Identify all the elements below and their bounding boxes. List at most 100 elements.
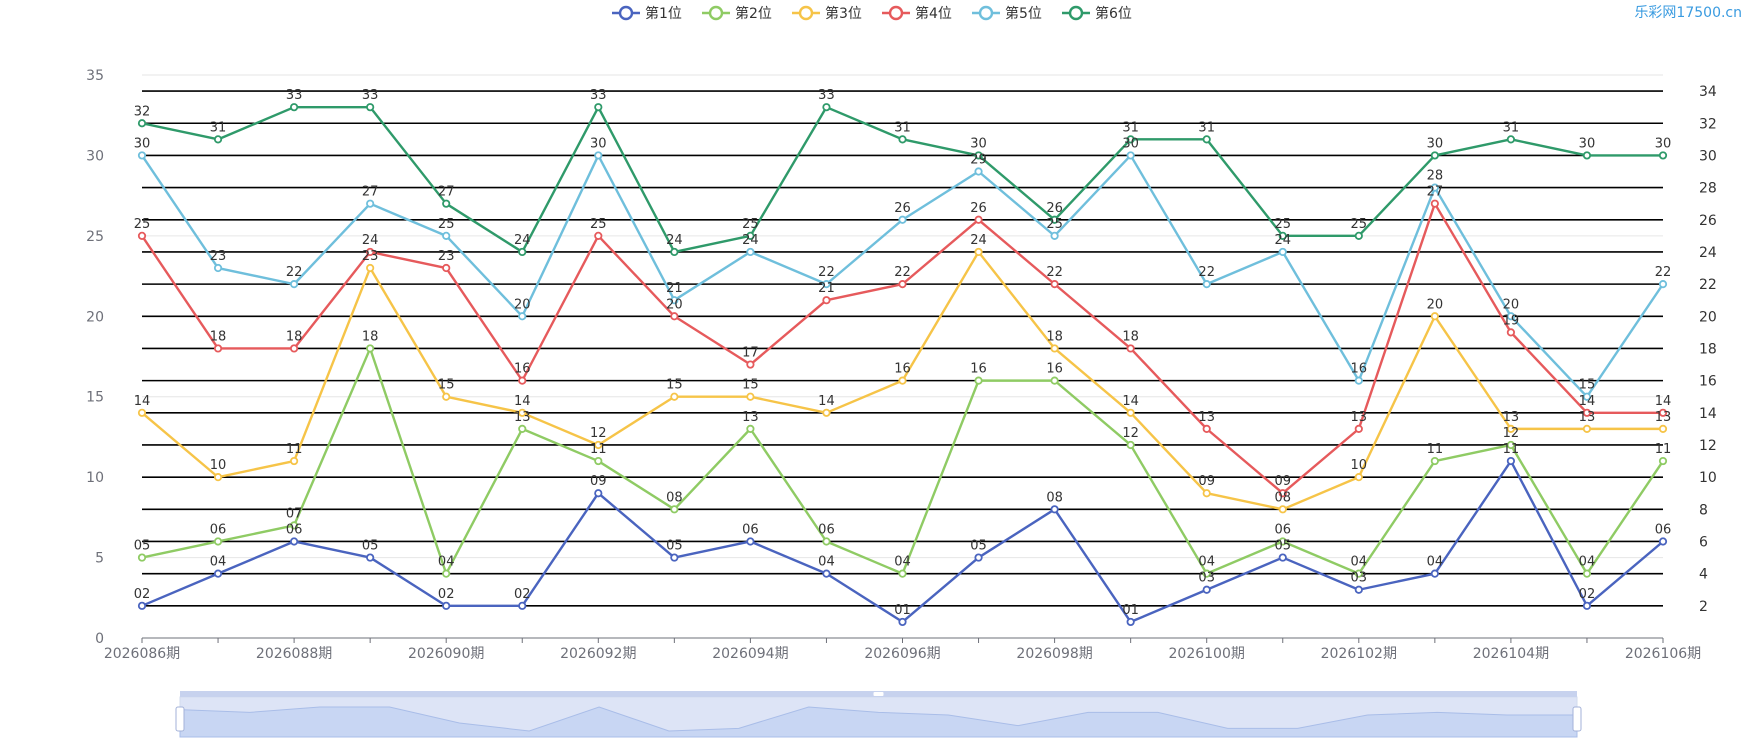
data-label: 28 <box>1427 169 1444 184</box>
right-tick-label: 32 <box>1699 116 1717 132</box>
data-point <box>822 569 831 578</box>
data-point <box>670 247 679 257</box>
data-point <box>137 553 147 562</box>
data-label: 15 <box>438 378 455 393</box>
right-tick-label: 34 <box>1699 84 1717 100</box>
data-point <box>822 103 831 112</box>
data-label: 12 <box>1122 426 1139 441</box>
data-label: 18 <box>1046 329 1063 344</box>
data-point <box>670 553 679 562</box>
data-label: 25 <box>742 217 759 232</box>
data-label: 32 <box>134 104 151 119</box>
data-label: 26 <box>970 201 987 216</box>
data-label: 02 <box>438 587 455 602</box>
data-point <box>1430 151 1439 160</box>
data-point <box>1126 617 1135 627</box>
data-label: 13 <box>514 410 531 425</box>
legend-item-4: 第4位 <box>882 5 952 22</box>
data-label: 25 <box>1274 217 1291 232</box>
data-point <box>442 231 451 240</box>
data-label: 13 <box>1579 410 1596 425</box>
left-y-axis: 0 5 10 15 20 25 30 35 <box>86 68 104 647</box>
data-point <box>594 231 603 240</box>
data-point <box>1050 231 1059 240</box>
data-point <box>822 408 831 417</box>
datazoom-slider[interactable] <box>175 691 1582 738</box>
data-point <box>1582 408 1592 417</box>
data-point <box>289 456 299 466</box>
data-label: 29 <box>970 153 987 168</box>
data-label: 01 <box>1122 603 1139 618</box>
data-point <box>1354 424 1363 433</box>
data-label: 22 <box>286 265 303 280</box>
data-point <box>746 424 755 433</box>
data-point <box>518 376 527 385</box>
data-point <box>213 135 223 144</box>
data-point <box>1278 537 1287 546</box>
data-label: 21 <box>666 281 683 296</box>
data-label: 31 <box>1503 120 1520 135</box>
data-point <box>442 569 451 578</box>
data-label: 27 <box>362 185 379 200</box>
data-point <box>1126 440 1135 450</box>
legend-label: 第1位 <box>645 5 682 22</box>
data-label: 33 <box>362 88 379 103</box>
data-label: 16 <box>514 362 531 377</box>
slider-right-handle <box>1572 706 1582 732</box>
right-tick-label: 18 <box>1699 341 1717 357</box>
data-label: 33 <box>590 88 607 103</box>
data-label: 23 <box>438 249 455 264</box>
data-label: 26 <box>1046 201 1063 216</box>
data-point <box>594 440 603 450</box>
left-tick-label: 0 <box>95 631 104 647</box>
data-point <box>366 103 375 112</box>
data-point <box>1278 489 1287 498</box>
left-tick-label: 35 <box>86 68 104 84</box>
data-point <box>366 263 375 273</box>
data-point <box>1202 569 1211 578</box>
data-label: 06 <box>818 522 835 537</box>
data-label: 04 <box>1579 555 1596 570</box>
data-point <box>974 376 983 385</box>
site-watermark: 乐彩网17500.cn <box>1634 5 1742 21</box>
data-point <box>898 135 907 144</box>
data-label: 14 <box>514 394 531 409</box>
data-point <box>213 537 223 546</box>
data-point <box>822 537 831 546</box>
data-label: 24 <box>514 233 531 248</box>
data-label: 05 <box>1274 539 1291 554</box>
data-point <box>594 103 603 112</box>
data-label: 13 <box>1351 410 1368 425</box>
data-label: 09 <box>1198 474 1215 489</box>
data-label: 14 <box>134 394 151 409</box>
data-point <box>213 569 223 578</box>
data-label: 25 <box>1351 217 1368 232</box>
data-point <box>670 312 679 321</box>
data-point <box>1202 489 1211 498</box>
data-point <box>1506 456 1516 466</box>
data-label: 24 <box>742 233 759 248</box>
legend-swatch-icon <box>978 5 994 21</box>
data-label: 16 <box>1046 362 1063 377</box>
x-tick-label: 2026096期 <box>864 646 940 662</box>
data-point <box>442 199 451 208</box>
data-label: 33 <box>818 88 835 103</box>
x-tick-label: 2026100期 <box>1169 646 1245 662</box>
data-label: 14 <box>1579 394 1596 409</box>
data-point <box>1354 376 1363 385</box>
right-tick-label: 4 <box>1699 567 1708 583</box>
data-point <box>1354 569 1363 578</box>
right-tick-label: 20 <box>1699 309 1717 325</box>
data-label: 23 <box>362 249 379 264</box>
data-point <box>670 296 679 305</box>
data-point <box>974 247 983 257</box>
data-label: 04 <box>1427 555 1444 570</box>
data-point <box>746 247 755 257</box>
data-point <box>822 296 831 305</box>
data-label: 08 <box>1274 490 1291 505</box>
data-point <box>1430 569 1439 578</box>
data-point <box>1202 135 1211 144</box>
data-point <box>974 167 983 176</box>
x-tick-label: 2026104期 <box>1473 646 1549 662</box>
